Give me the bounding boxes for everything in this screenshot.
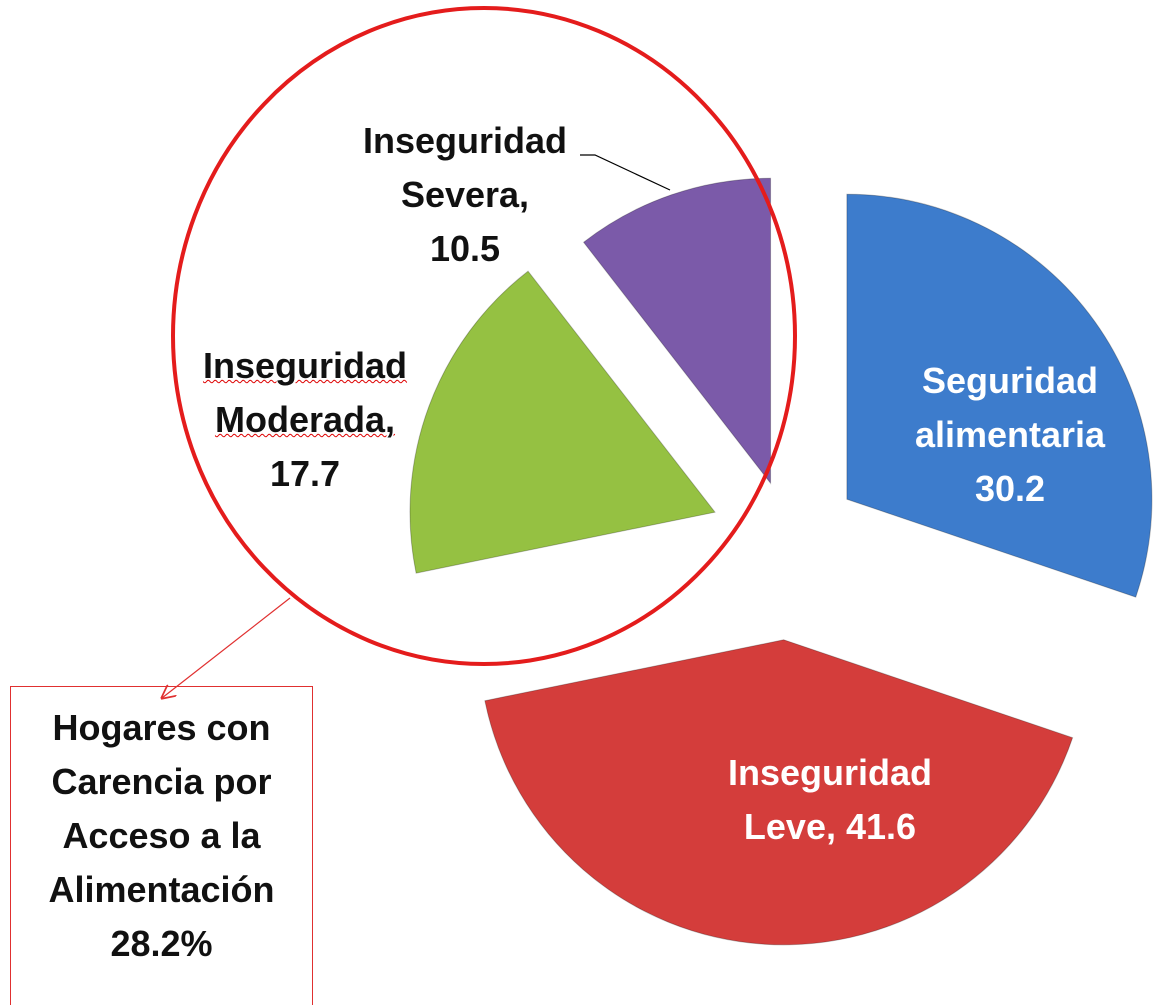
slice-value: 10.5	[429, 228, 501, 269]
slices	[409, 177, 1153, 946]
slice-value: 30.2	[974, 468, 1046, 509]
slice-label: Inseguridad Leve, 41.6	[700, 746, 960, 854]
slice-label: Inseguridad Severa, 10.5	[345, 114, 585, 276]
pie-slice	[484, 639, 1074, 946]
annotation-text: Hogares con Carencia por Acceso a la Ali…	[48, 707, 275, 964]
annotation-box: Hogares con Carencia por Acceso a la Ali…	[10, 686, 313, 1005]
annotation-arrow	[162, 597, 291, 698]
slice-value: 17.7	[269, 453, 341, 494]
slice-label: Seguridad alimentaria 30.2	[890, 354, 1130, 516]
slice-category: Inseguridad Severa,	[362, 120, 568, 215]
slice-value: 41.6	[846, 806, 917, 847]
highlight-circle	[171, 6, 797, 666]
slice-category: Inseguridad Leve,	[727, 752, 933, 847]
leader-line	[580, 154, 671, 191]
slice-label: Inseguridad Moderada, 17.7	[180, 339, 430, 501]
pie-slice	[409, 270, 716, 574]
pie-slice	[846, 193, 1153, 598]
slice-category: Inseguridad Moderada,	[202, 345, 408, 440]
slice-category: Seguridad alimentaria	[914, 360, 1106, 455]
